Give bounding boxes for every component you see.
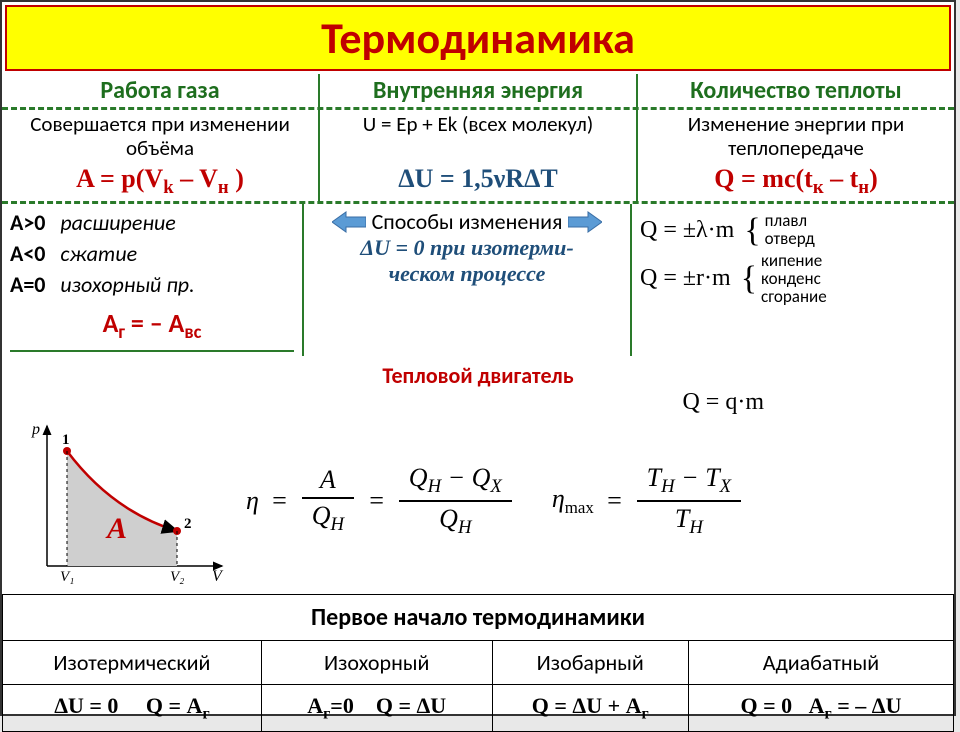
desc-energy: U = Eр + Ek (всех молекул)	[320, 110, 638, 162]
process-isochoric: Изохорный	[261, 641, 492, 685]
latent-vapor-row: Q = ±r·m { кипениеконденссгорание	[640, 252, 946, 306]
eta-frac-1: A QH	[302, 463, 354, 538]
eta-symbol: η	[246, 486, 259, 516]
isothermal-note-1: ΔU = 0 при изотерми-	[312, 235, 622, 261]
description-row: Совершается при изменении объёма U = Eр …	[2, 110, 954, 162]
svg-text:2: 2	[184, 516, 192, 532]
q-fusion: Q = ±λ·m	[640, 217, 734, 244]
latent-fusion-row: Q = ±λ·m { плавлотверд	[640, 212, 946, 248]
process-isothermal: Изотермический	[3, 641, 262, 685]
q-vapor: Q = ±r·m	[640, 265, 731, 292]
work-cases-column: А>0 расширение А<0 сжатие А=0 изохорный …	[2, 204, 302, 356]
case-compression: А<0 сжатие	[10, 239, 294, 270]
engine-row: p V 1 2 V₁ V₂ A η = A QH =	[2, 412, 954, 590]
eta-frac-2: QH − QX QH	[399, 461, 512, 541]
case-expansion: А>0 расширение	[10, 208, 294, 239]
isobaric-formula: Q = ΔU + Аг	[492, 685, 688, 732]
arrow-right-icon	[568, 210, 602, 234]
efficiency-formula: η = A QH = QH − QX QH	[242, 461, 518, 541]
table-row: Изотермический Изохорный Изобарный Адиаб…	[3, 641, 954, 685]
main-formula-row: A = p(Vk – Vн ) ΔU = 1,5νRΔT Q = mc(tк –…	[2, 162, 954, 204]
vapor-options: кипениеконденссгорание	[761, 252, 827, 306]
methods-column: Способы изменения ΔU = 0 при изотерми- ч…	[302, 204, 632, 356]
heat-formulas-column: Q = ±λ·m { плавлотверд Q = ±r·m { кипени…	[632, 204, 954, 356]
case-isochoric: А=0 изохорный пр.	[10, 270, 294, 301]
v-axis-label: V	[212, 568, 224, 585]
formula-work: A = p(Vk – Vн )	[2, 162, 320, 201]
carnot-frac: TH − TX TH	[637, 461, 741, 541]
pv-diagram: p V 1 2 V₁ V₂ A	[12, 416, 232, 586]
adiabatic-formula: Q = 0 Аг = – ΔU	[688, 685, 953, 732]
formula-energy: ΔU = 1,5νRΔT	[320, 162, 638, 201]
mid-section: А>0 расширение А<0 сжатие А=0 изохорный …	[2, 204, 954, 356]
svg-text:A: A	[105, 512, 127, 545]
brace-icon: {	[744, 224, 760, 238]
page-root: Термодинамика Работа газа Внутренняя эне…	[0, 0, 956, 716]
fusion-options: плавлотверд	[765, 212, 815, 248]
isothermal-formula: ΔU = 0 Q = Аг	[3, 685, 262, 732]
p-axis-label: p	[31, 421, 40, 438]
gas-external-work-relation: Аг = – Авс	[10, 307, 294, 352]
isothermal-note-2: ческом процессе	[312, 261, 622, 287]
header-energy: Внутренняя энергия	[320, 74, 638, 107]
process-adiabatic: Адиабатный	[688, 641, 953, 685]
heat-engine-title: Тепловой двигатель	[2, 362, 954, 389]
header-heat: Количество теплоты	[638, 74, 954, 107]
svg-text:1: 1	[62, 432, 70, 448]
process-isobaric: Изобарный	[492, 641, 688, 685]
svg-text:V₁: V₁	[60, 569, 74, 585]
header-work: Работа газа	[2, 74, 320, 107]
table-header: Первое начало термодинамики	[3, 595, 954, 641]
brace-icon: {	[741, 272, 757, 286]
carnot-formula: ηmax = TH − TX TH	[548, 461, 747, 541]
first-law-table: Первое начало термодинамики Изотермическ…	[2, 594, 954, 732]
formula-heat: Q = mc(tк – tн)	[638, 162, 954, 201]
column-header-row: Работа газа Внутренняя энергия Количеств…	[2, 74, 954, 110]
svg-text:V₂: V₂	[170, 569, 184, 585]
title-box: Термодинамика	[5, 5, 951, 71]
desc-heat: Изменение энергии при теплопередаче	[638, 110, 954, 162]
page-title: Термодинамика	[7, 7, 949, 69]
desc-work: Совершается при изменении объёма	[2, 110, 320, 162]
isochoric-formula: Аг=0 Q = ΔU	[261, 685, 492, 732]
methods-label: Способы изменения	[372, 208, 563, 235]
arrow-left-icon	[332, 210, 366, 234]
table-row: ΔU = 0 Q = Аг Аг=0 Q = ΔU Q = ΔU + Аг Q …	[3, 685, 954, 732]
